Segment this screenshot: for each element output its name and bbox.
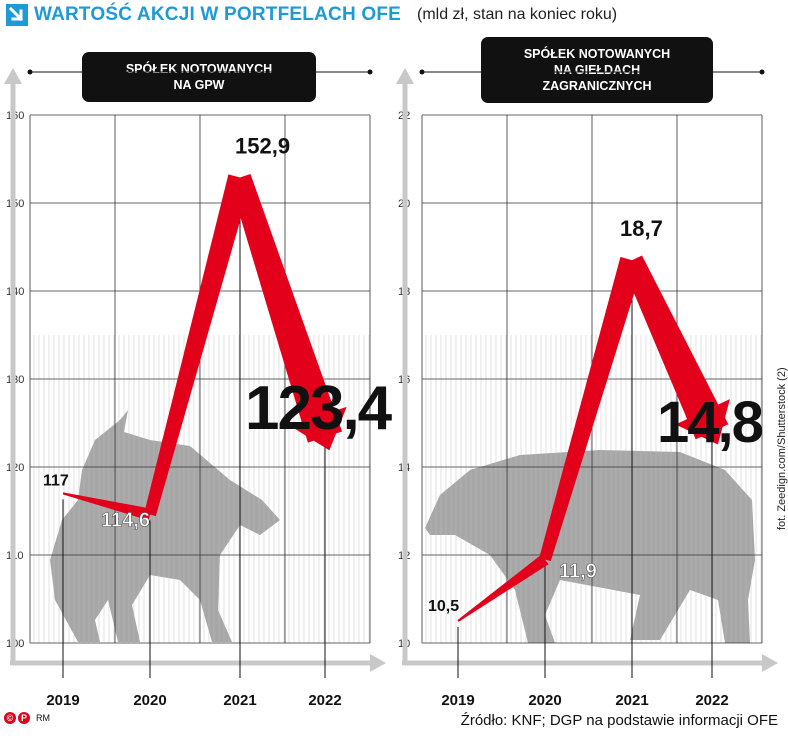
data-line-segment	[622, 255, 729, 440]
data-line-segment	[144, 174, 252, 517]
data-line-segment	[229, 174, 343, 443]
chart-panel-1: 1001101201301401501602019202020212022117…	[4, 68, 395, 709]
arrow-down-right-icon	[6, 4, 28, 26]
x-tick-label: 2022	[308, 692, 341, 709]
title-rule-dot-left	[27, 69, 33, 75]
left-panel-title-line-2: NA GPW	[173, 78, 225, 92]
x-tick-label: 2020	[133, 692, 166, 709]
x-tick-label: 2020	[528, 692, 561, 709]
x-axis-arrowhead	[762, 654, 778, 672]
chart-area: 1001101201301401501602019202020212022117…	[4, 68, 778, 709]
source-note: Źródło: KNF; DGP na podstawie informacji…	[460, 712, 778, 729]
data-label: 14,8	[657, 390, 763, 455]
right-panel-title-line-1: SPÓŁEK NOTOWANYCH	[523, 47, 671, 61]
data-arrowhead	[289, 406, 347, 451]
x-tick-label: 2021	[615, 692, 648, 709]
data-label: 10,5	[428, 598, 459, 615]
header: WARTOŚĆ AKCJI W PORTFELACH OFE (mld zł, …	[6, 2, 617, 28]
chart-panel-2: 10121416182022201920202021202210,511,918…	[396, 68, 778, 709]
y-axis-arrowhead	[396, 68, 414, 84]
author-initials: RM	[36, 713, 50, 723]
x-tick-label: 2022	[695, 692, 728, 709]
data-label: 117	[43, 472, 69, 489]
x-axis-arrowhead	[370, 654, 386, 672]
data-line-segment	[457, 554, 549, 622]
x-tick-label: 2019	[46, 692, 79, 709]
photo-credit: fot. Zeedign.com/Shutterstock (2)	[776, 367, 788, 530]
right-panel-title-line-2: NA GIEŁDACH	[553, 63, 641, 77]
data-label: 11,9	[559, 560, 597, 582]
x-tick-label: 2019	[441, 692, 474, 709]
data-line-segment	[539, 256, 644, 562]
data-label: 123,4	[245, 374, 393, 443]
copyright-logo-icon: ©	[4, 712, 16, 724]
x-tick-label: 2021	[223, 692, 256, 709]
data-label: 152,9	[235, 133, 290, 158]
data-label: 114,6	[101, 510, 150, 532]
title-rule-dot-right	[759, 69, 765, 75]
chart-subtitle: (mld zł, stan na koniec roku)	[417, 6, 618, 23]
right-panel-title-line-3: ZAGRANICZNYCH	[542, 79, 652, 93]
title-rule-dot-left	[419, 69, 425, 75]
data-arrowhead	[675, 399, 730, 445]
title-rule-dot-right	[367, 69, 373, 75]
data-label: 18,7	[620, 216, 663, 241]
bear-icon	[425, 450, 755, 643]
data-line-segment	[62, 492, 152, 521]
p-logo-icon: P	[18, 712, 30, 724]
chart-title: WARTOŚĆ AKCJI W PORTFELACH OFE	[34, 4, 401, 25]
logo: © P RM	[4, 712, 50, 724]
right-panel-title: SPÓŁEK NOTOWANYCH NA GIEŁDACH ZAGRANICZN…	[481, 37, 713, 103]
y-axis-arrowhead	[4, 68, 22, 84]
bull-icon	[50, 410, 280, 642]
